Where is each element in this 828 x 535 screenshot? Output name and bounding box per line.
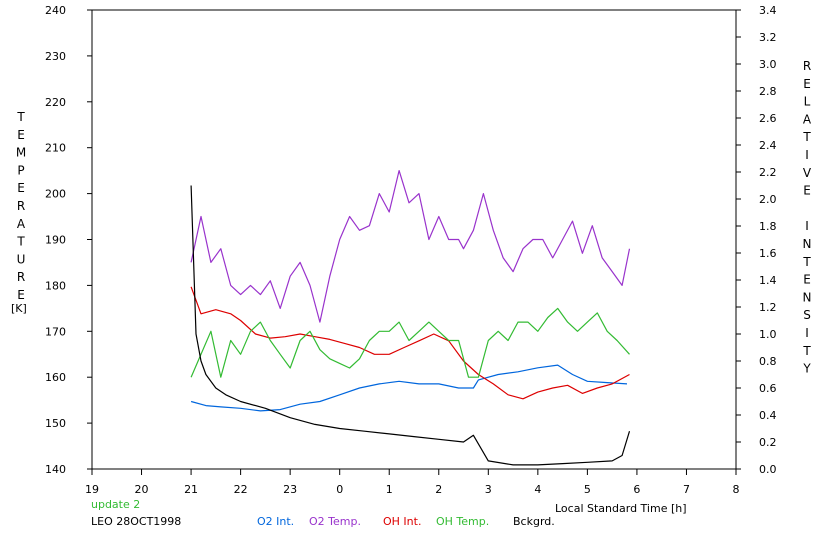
axis-label-char: T: [16, 110, 25, 124]
axis-label-char: T: [802, 255, 811, 269]
y-right-tick-label: 1.6: [759, 247, 777, 260]
y-right-tick-label: 1.8: [759, 220, 777, 233]
y-right-tick-label: 2.6: [759, 112, 777, 125]
plot-border: [91, 9, 737, 470]
axis-label-char: N: [803, 237, 812, 251]
y-right-tick-label: 1.2: [759, 301, 777, 314]
update-label: update 2: [91, 498, 141, 511]
axis-label-char: Y: [802, 362, 811, 376]
axis-label-char: E: [17, 128, 25, 142]
axis-label-char: M: [16, 146, 26, 160]
axis-label-char: U: [17, 252, 26, 266]
x-tick-label: 21: [184, 483, 198, 496]
y-left-tick-label: 180: [45, 279, 66, 292]
y-right-tick-label: 2.4: [759, 139, 777, 152]
axis-label-char: E: [803, 184, 811, 198]
axis-label-char: T: [802, 130, 811, 144]
y-left-tick-label: 240: [45, 4, 66, 17]
axes: 1401501601701801902002102202302400.00.20…: [45, 4, 777, 496]
y-right-tick-label: 2.8: [759, 85, 777, 98]
series-group: [190, 170, 631, 466]
x-tick-label: 8: [733, 483, 740, 496]
y-left-tick-label: 190: [45, 234, 66, 247]
axis-label-char: I: [805, 326, 809, 340]
x-tick-label: 4: [534, 483, 541, 496]
x-tick-label: 23: [283, 483, 297, 496]
axis-label-char: E: [803, 77, 811, 91]
axis-label-char: T: [16, 235, 25, 249]
legend-o2-temp: O2 Temp.: [309, 515, 361, 528]
y-right-tick-label: 3.0: [759, 58, 777, 71]
axis-label-char: R: [17, 199, 25, 213]
axis-label-char: N: [803, 290, 812, 304]
legend-bckgrd: Bckgrd.: [513, 515, 555, 528]
y-right-tick-label: 2.0: [759, 193, 777, 206]
series-line-bckgrd: [190, 185, 631, 466]
y-right-tick-label: 0.2: [759, 436, 777, 449]
y-left-tick-label: 200: [45, 188, 66, 201]
y-right-tick-label: 0.8: [759, 355, 777, 368]
x-tick-label: 22: [234, 483, 248, 496]
y-left-tick-label: 160: [45, 371, 66, 384]
y-left-tick-label: 170: [45, 325, 66, 338]
x-tick-label: 1: [386, 483, 393, 496]
y-right-tick-label: 1.0: [759, 328, 777, 341]
axis-label-char: R: [803, 59, 811, 73]
y-left-tick-label: 220: [45, 96, 66, 109]
y-right-tick-label: 3.2: [759, 31, 777, 44]
y-left-tick-label: 230: [45, 50, 66, 63]
y-left-tick-label: 140: [45, 463, 66, 476]
x-tick-label: 7: [683, 483, 690, 496]
axis-label-char: R: [17, 270, 25, 284]
axis-label-char: I: [805, 219, 809, 233]
y-left-unit: [K]: [11, 302, 27, 315]
x-axis-label: Local Standard Time [h]: [555, 502, 687, 515]
axis-label-char: I: [805, 148, 809, 162]
y-right-tick-label: 2.2: [759, 166, 777, 179]
axis-label-char: T: [802, 344, 811, 358]
y-right-tick-label: 0.6: [759, 382, 777, 395]
series-line-o2-temp: [190, 170, 631, 323]
x-tick-label: 2: [435, 483, 442, 496]
axis-label-char: L: [804, 95, 811, 109]
axis-label-char: E: [17, 181, 25, 195]
axis-label-char: E: [803, 273, 811, 287]
plot-frame: [91, 9, 737, 470]
legend-oh-int: OH Int.: [383, 515, 422, 528]
x-tick-label: 3: [485, 483, 492, 496]
y-right-tick-label: 0.4: [759, 409, 777, 422]
y-left-tick-label: 150: [45, 417, 66, 430]
axis-label-char: E: [17, 288, 25, 302]
y-left-tick-label: 210: [45, 142, 66, 155]
x-tick-label: 6: [633, 483, 640, 496]
x-tick-label: 0: [336, 483, 343, 496]
legend-o2-int: O2 Int.: [257, 515, 295, 528]
axis-label-char: A: [17, 217, 26, 231]
series-line-oh-int: [190, 286, 630, 400]
x-tick-label: 20: [135, 483, 149, 496]
x-tick-label: 19: [85, 483, 99, 496]
series-line-o2-int: [190, 364, 628, 412]
axis-label-char: P: [17, 163, 24, 177]
y-right-tick-label: 3.4: [759, 4, 777, 17]
station-date-label: LEO 28OCT1998: [91, 515, 182, 528]
legend-oh-temp: OH Temp.: [436, 515, 490, 528]
axis-label-char: A: [803, 112, 812, 126]
series-line-oh-temp: [190, 307, 630, 378]
y-right-tick-label: 1.4: [759, 274, 777, 287]
axis-label-char: V: [803, 166, 812, 180]
axis-label-char: S: [803, 308, 811, 322]
y-right-tick-label: 0.0: [759, 463, 777, 476]
x-tick-label: 5: [584, 483, 591, 496]
